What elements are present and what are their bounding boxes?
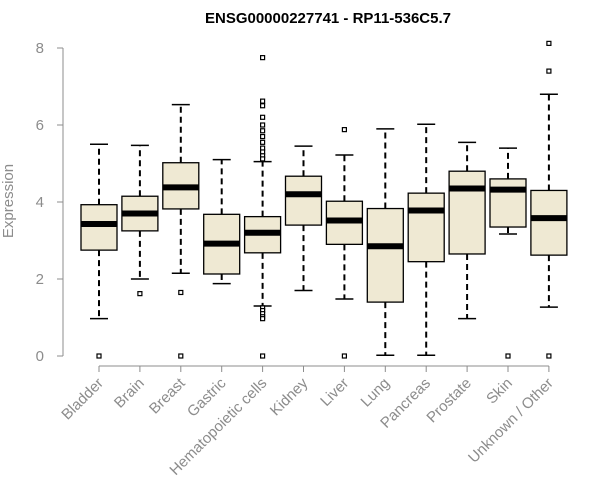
outlier-point <box>546 40 552 46</box>
x-tick-label: Liver <box>317 375 352 410</box>
box-lung <box>366 128 404 356</box>
x-tick-label: Skin <box>483 375 516 408</box>
y-tick-label: 6 <box>36 117 44 134</box>
outlier-point <box>260 103 266 109</box>
x-tick-label: Bladder <box>58 375 107 424</box>
box-prostate <box>448 141 486 320</box>
outlier-point <box>341 353 347 359</box>
box-skin <box>489 147 527 359</box>
outlier-point <box>260 114 266 120</box>
x-tick-label: Brain <box>111 375 148 412</box>
y-tick-label: 2 <box>36 271 44 288</box>
iqr-box <box>284 175 323 226</box>
outlier-point <box>178 289 184 296</box>
iqr-box <box>530 189 568 256</box>
box-liver <box>325 127 364 359</box>
outlier-point <box>260 353 266 359</box>
x-tick-label: Lung <box>358 375 394 411</box>
y-tick-label: 4 <box>36 194 44 211</box>
outlier-point <box>260 156 266 162</box>
outlier-point <box>260 133 266 140</box>
iqr-box <box>80 204 118 251</box>
chart-title: ENSG00000227741 - RP11-536C5.7 <box>205 10 451 27</box>
y-axis-label: Expression <box>0 164 17 238</box>
outlier-point <box>260 128 266 134</box>
box-unknown-other <box>530 40 568 359</box>
outlier-point <box>341 127 347 133</box>
outlier-point <box>137 291 143 297</box>
box-hematopoietic-cells <box>243 55 282 359</box>
box-bladder <box>80 143 118 359</box>
box-series <box>80 40 568 359</box>
iqr-box <box>366 207 404 303</box>
box-pancreas <box>407 123 445 356</box>
outlier-point <box>546 68 552 74</box>
y-tick-label: 0 <box>36 348 44 365</box>
box-breast <box>162 103 200 359</box>
iqr-box <box>407 192 445 263</box>
iqr-box <box>448 170 486 255</box>
box-kidney <box>284 145 323 292</box>
outlier-point <box>260 122 266 128</box>
x-tick-label: Prostate <box>423 375 475 427</box>
outlier-point <box>260 139 266 145</box>
y-tick-label: 8 <box>36 40 44 57</box>
outlier-point <box>505 353 511 359</box>
outlier-point <box>546 353 552 359</box>
y-axis: 0 2 4 6 8 <box>36 40 64 365</box>
outlier-point <box>178 353 184 359</box>
outlier-point <box>96 353 102 359</box>
outlier-point <box>260 316 266 322</box>
iqr-box <box>489 178 527 228</box>
x-tick-label: Breast <box>146 374 189 417</box>
x-tick-label: Kidney <box>267 374 312 419</box>
outlier-point <box>260 98 266 104</box>
box-brain <box>121 144 159 297</box>
outlier-point <box>260 55 266 61</box>
box-gastric <box>203 158 241 285</box>
